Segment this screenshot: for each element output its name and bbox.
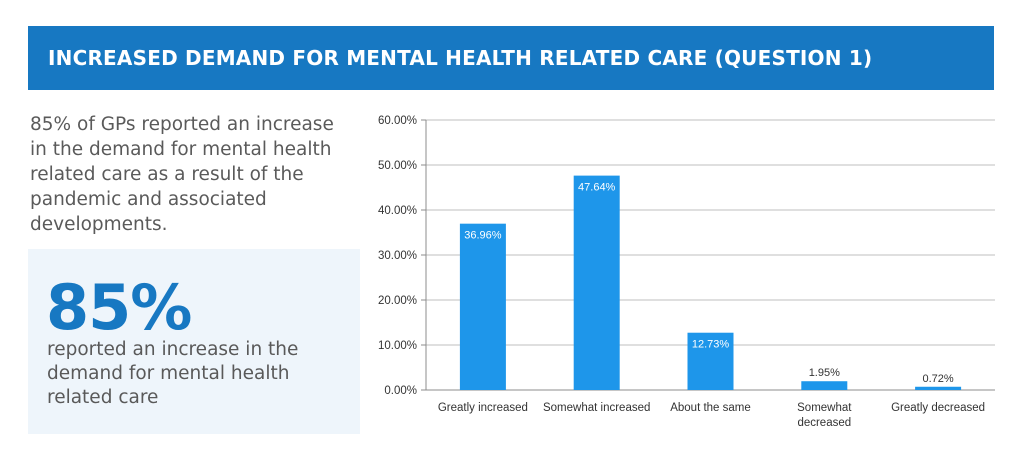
data-label: 1.95% xyxy=(809,367,840,379)
bar xyxy=(915,386,962,390)
data-label: 12.73% xyxy=(692,339,730,351)
data-label: 0.72% xyxy=(922,373,953,385)
data-label: 47.64% xyxy=(578,182,616,194)
bar xyxy=(573,175,620,390)
highlight-description: reported an increase in the demand for m… xyxy=(47,339,299,408)
data-label: 36.96% xyxy=(464,230,502,242)
x-tick-label: Somewhat xyxy=(797,402,852,414)
x-tick-label: Greatly decreased xyxy=(891,402,985,414)
bar xyxy=(801,381,848,390)
bar xyxy=(459,223,506,390)
y-tick-label: 10.00% xyxy=(378,340,417,352)
y-tick-label: 30.00% xyxy=(378,250,417,262)
x-tick-label: Greatly increased xyxy=(438,402,528,414)
y-tick-label: 60.00% xyxy=(378,115,417,127)
y-tick-label: 20.00% xyxy=(378,295,417,307)
x-tick-label: decreased xyxy=(797,417,851,429)
bar-chart: 0.00% 10.00% 20.00% 30.00% 40.00% 50.00% 60.00… xyxy=(378,115,995,429)
x-tick-label: Somewhat increased xyxy=(543,402,650,414)
page-title: INCREASED DEMAND FOR MENTAL HEALTH RELAT… xyxy=(48,46,873,70)
highlight-value: 85% xyxy=(46,271,192,344)
y-tick-label: 0.00% xyxy=(384,385,417,397)
highlight-box: 85% reported an increase in the demand f… xyxy=(28,249,360,434)
y-tick-label: 40.00% xyxy=(378,205,417,217)
x-tick-label: About the same xyxy=(670,402,751,414)
bar xyxy=(687,332,734,390)
title-banner: INCREASED DEMAND FOR MENTAL HEALTH RELAT… xyxy=(28,26,994,90)
y-tick-label: 50.00% xyxy=(378,160,417,172)
intro-text: 85% of GPs reported an increase in the d… xyxy=(30,114,334,235)
